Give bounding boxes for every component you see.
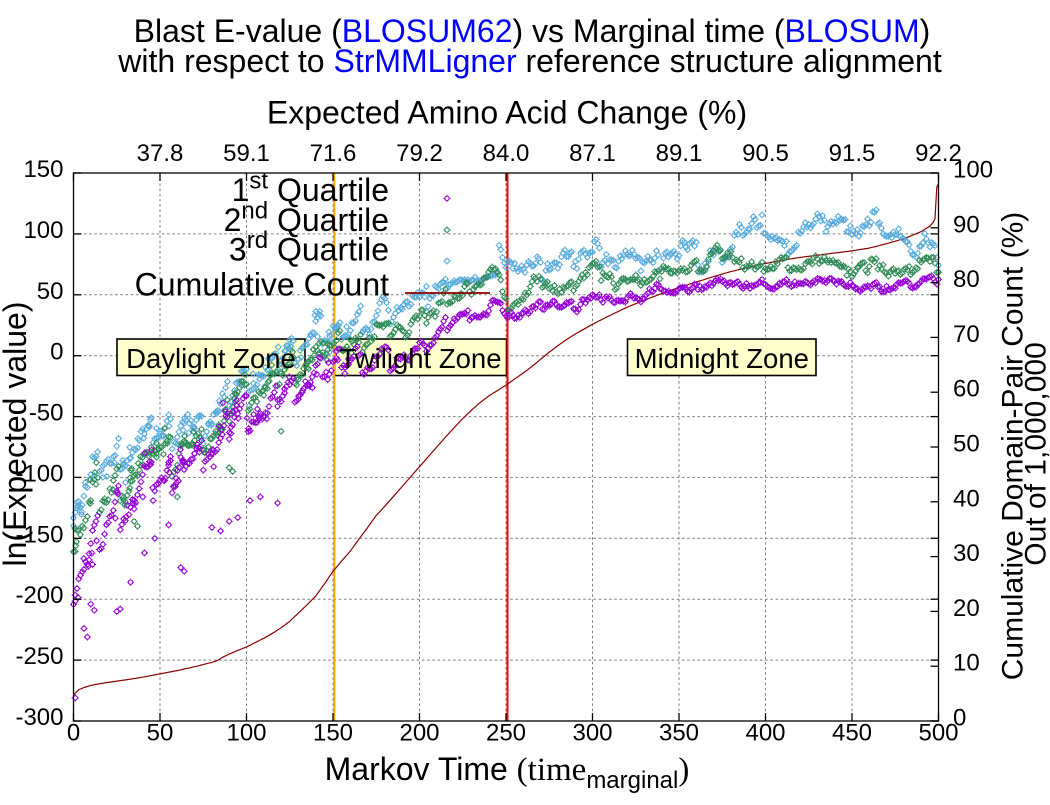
svg-text:37.8: 37.8 <box>137 140 184 167</box>
svg-text:350: 350 <box>659 720 699 747</box>
svg-text:Expected Amino Acid Change (%): Expected Amino Acid Change (%) <box>267 95 747 131</box>
svg-text:0: 0 <box>50 339 63 366</box>
svg-text:59.1: 59.1 <box>223 140 270 167</box>
svg-text:Daylight Zone: Daylight Zone <box>126 343 296 374</box>
svg-text:89.1: 89.1 <box>656 140 703 167</box>
svg-text:60: 60 <box>953 376 980 403</box>
svg-text:150: 150 <box>23 156 63 183</box>
svg-text:87.1: 87.1 <box>569 140 616 167</box>
svg-text:Twilight Zone: Twilight Zone <box>339 343 501 374</box>
svg-text:250: 250 <box>486 720 526 747</box>
svg-text:100: 100 <box>226 720 266 747</box>
svg-text:40: 40 <box>953 485 980 512</box>
svg-text:84.0: 84.0 <box>483 140 530 167</box>
svg-text:with respect to StrMMLigner re: with respect to StrMMLigner reference st… <box>117 43 942 79</box>
svg-text:50: 50 <box>37 278 64 305</box>
svg-text:ln(Expected value): ln(Expected value) <box>0 301 33 566</box>
svg-text:300: 300 <box>572 720 612 747</box>
svg-text:Out of 1,000,000: Out of 1,000,000 <box>1020 342 1050 566</box>
svg-text:70: 70 <box>953 321 980 348</box>
svg-text:71.6: 71.6 <box>310 140 357 167</box>
svg-text:450: 450 <box>832 720 872 747</box>
svg-text:91.5: 91.5 <box>829 140 876 167</box>
svg-text:Cumulative Count: Cumulative Count <box>135 267 389 303</box>
svg-text:79.2: 79.2 <box>396 140 443 167</box>
svg-text:150: 150 <box>313 720 353 747</box>
svg-text:-300: -300 <box>15 704 63 731</box>
svg-text:90.5: 90.5 <box>742 140 789 167</box>
svg-text:30: 30 <box>953 540 980 567</box>
svg-text:80: 80 <box>953 266 980 293</box>
svg-text:200: 200 <box>399 720 439 747</box>
svg-text:0: 0 <box>953 705 966 732</box>
svg-text:10: 10 <box>953 650 980 677</box>
svg-text:-50: -50 <box>29 400 64 427</box>
svg-text:50: 50 <box>147 720 174 747</box>
svg-text:-200: -200 <box>15 582 63 609</box>
svg-text:100: 100 <box>23 217 63 244</box>
svg-text:90: 90 <box>953 211 980 238</box>
svg-text:-250: -250 <box>15 643 63 670</box>
svg-text:100: 100 <box>953 157 993 184</box>
svg-text:50: 50 <box>953 431 980 458</box>
svg-text:Midnight Zone: Midnight Zone <box>635 343 809 374</box>
svg-text:0: 0 <box>67 720 80 747</box>
svg-text:20: 20 <box>953 595 980 622</box>
svg-text:400: 400 <box>745 720 785 747</box>
